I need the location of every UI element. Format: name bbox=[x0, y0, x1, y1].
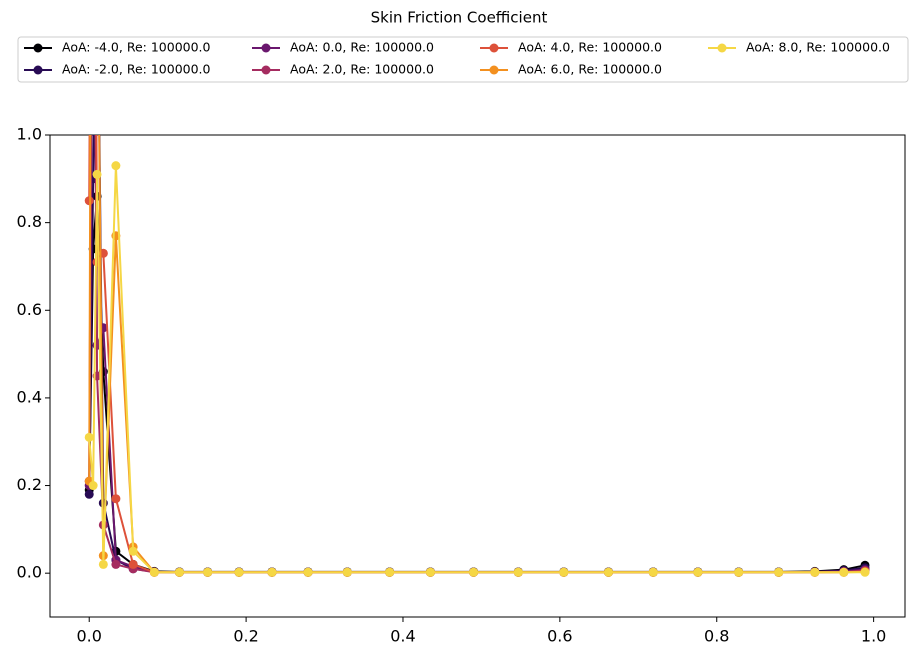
data-point bbox=[111, 161, 121, 171]
data-point bbox=[425, 567, 435, 577]
y-tick-label: 1.0 bbox=[17, 125, 42, 144]
legend-label: AoA: -2.0, Re: 100000.0 bbox=[62, 62, 211, 77]
legend-marker bbox=[33, 65, 43, 75]
x-tick-label: 0.4 bbox=[390, 627, 415, 646]
data-point bbox=[559, 567, 569, 577]
data-point bbox=[513, 567, 523, 577]
series-line bbox=[88, 135, 866, 574]
y-tick-label: 0.4 bbox=[17, 387, 42, 406]
legend-box bbox=[17, 36, 909, 83]
legend-marker bbox=[489, 65, 499, 75]
y-tick-label: 0.6 bbox=[17, 300, 42, 319]
legend-label: AoA: 2.0, Re: 100000.0 bbox=[290, 62, 434, 77]
data-point bbox=[469, 567, 479, 577]
legend-label: AoA: 6.0, Re: 100000.0 bbox=[518, 62, 662, 77]
legend-marker bbox=[261, 43, 271, 53]
y-tick-label: 0.8 bbox=[17, 212, 42, 231]
x-tick-label: 0.6 bbox=[547, 627, 572, 646]
x-tick-label: 0.2 bbox=[233, 627, 258, 646]
data-point bbox=[303, 567, 313, 577]
data-point bbox=[810, 567, 820, 577]
legend-marker bbox=[33, 43, 43, 53]
series-line bbox=[88, 135, 866, 574]
x-tick-label: 0.0 bbox=[76, 627, 101, 646]
series-line bbox=[88, 165, 865, 574]
y-tick-label: 0.2 bbox=[17, 475, 42, 494]
data-point bbox=[267, 567, 277, 577]
data-point bbox=[111, 494, 121, 504]
data-point bbox=[203, 567, 213, 577]
data-point bbox=[603, 567, 613, 577]
data-point bbox=[342, 567, 352, 577]
data-point bbox=[839, 567, 849, 577]
data-point bbox=[774, 567, 784, 577]
data-point bbox=[860, 567, 870, 577]
data-point bbox=[174, 567, 184, 577]
series-line bbox=[88, 135, 866, 574]
data-point bbox=[648, 567, 658, 577]
plot-area bbox=[84, 135, 870, 577]
data-point bbox=[693, 567, 703, 577]
series-line bbox=[88, 135, 866, 574]
data-point bbox=[111, 559, 121, 569]
legend-marker bbox=[261, 65, 271, 75]
series-line bbox=[88, 196, 866, 573]
legend-marker bbox=[717, 43, 727, 53]
data-point bbox=[149, 567, 159, 577]
y-tick-label: 0.0 bbox=[17, 563, 42, 582]
data-point bbox=[88, 481, 98, 491]
x-tick-label: 1.0 bbox=[861, 627, 886, 646]
legend-marker bbox=[489, 43, 499, 53]
legend-label: AoA: 8.0, Re: 100000.0 bbox=[746, 40, 890, 55]
data-point bbox=[128, 546, 138, 556]
data-point bbox=[734, 567, 744, 577]
legend-label: AoA: -4.0, Re: 100000.0 bbox=[62, 40, 211, 55]
legend-label: AoA: 4.0, Re: 100000.0 bbox=[518, 40, 662, 55]
data-point bbox=[98, 559, 108, 569]
data-point bbox=[92, 169, 102, 179]
data-point bbox=[385, 567, 395, 577]
data-point bbox=[128, 559, 138, 569]
chart-title: Skin Friction Coefficient bbox=[371, 9, 548, 27]
legend-label: AoA: 0.0, Re: 100000.0 bbox=[290, 40, 434, 55]
plot-frame bbox=[49, 134, 906, 618]
x-tick-label: 0.8 bbox=[704, 627, 729, 646]
data-point bbox=[84, 489, 94, 499]
data-point bbox=[84, 432, 94, 442]
data-point bbox=[234, 567, 244, 577]
series-line bbox=[88, 135, 866, 574]
